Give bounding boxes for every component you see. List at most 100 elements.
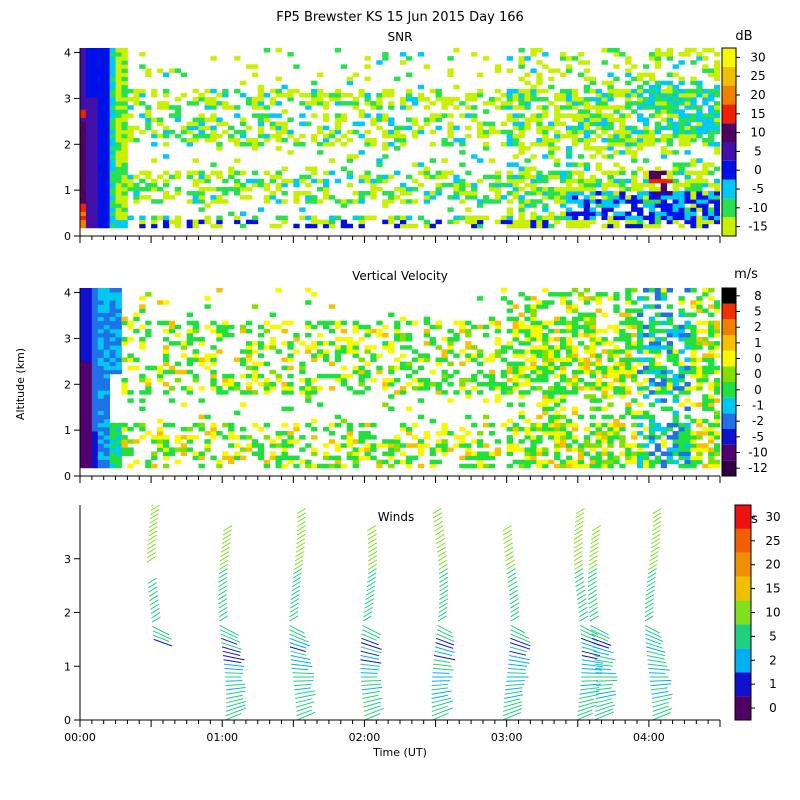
vv-cell: [583, 332, 591, 338]
vv-cell: [684, 422, 691, 428]
snr-cell: [500, 142, 508, 147]
wind-barb: [579, 694, 599, 699]
snr-cell: [139, 64, 146, 69]
wind-barb: [291, 585, 301, 592]
vv-cell: [554, 426, 561, 432]
snr-cell: [216, 215, 223, 221]
vv-cell: [631, 308, 638, 313]
wind-barb: [290, 659, 312, 664]
snr-cell: [477, 92, 484, 98]
wind-barb: [222, 655, 245, 661]
snr-cell: [109, 162, 116, 167]
vv-cell: [388, 349, 395, 354]
wind-barb: [588, 593, 598, 601]
snr-cell: [654, 52, 662, 57]
vv-cell: [85, 386, 93, 391]
snr-cell: [121, 203, 128, 208]
vv-cell: [305, 324, 312, 330]
vv-cell: [714, 414, 720, 420]
snr-cell: [376, 113, 383, 118]
snr-cell: [97, 97, 105, 102]
vv-cell: [637, 386, 644, 391]
snr-cell: [115, 142, 122, 147]
vv-cell: [417, 353, 425, 358]
vv-cell: [91, 365, 99, 371]
vv-cell: [518, 394, 525, 399]
snr-cell: [619, 199, 626, 204]
vv-cell: [571, 406, 579, 412]
snr-cell: [471, 117, 478, 122]
vv-cell: [97, 398, 105, 403]
snr-cell: [394, 129, 401, 135]
snr-cell: [192, 182, 199, 188]
vv-cell: [263, 422, 271, 428]
vv-cell: [429, 337, 436, 342]
snr-cell: [127, 129, 134, 135]
wind-barb: [645, 642, 664, 649]
vv-cell: [471, 455, 478, 461]
snr-cell: [133, 92, 140, 98]
wind-barb: [573, 559, 583, 566]
snr-cell: [702, 92, 709, 98]
snr-cell: [714, 219, 720, 225]
snr-cell: [447, 170, 454, 176]
vv-cell: [435, 459, 442, 465]
snr-cell: [145, 72, 152, 78]
snr-cell: [512, 121, 519, 127]
vv-cell: [666, 332, 673, 338]
vv-cell: [364, 451, 371, 456]
snr-cell: [577, 191, 585, 196]
snr-cell: [121, 88, 128, 94]
wind-barb: [434, 525, 444, 532]
snr-cell: [275, 76, 282, 82]
snr-cell: [103, 117, 111, 122]
vv-cell: [518, 312, 525, 318]
wind-barb: [595, 672, 616, 674]
wind-barb: [437, 615, 447, 622]
wind-barb: [573, 546, 583, 553]
snr-cell: [376, 92, 383, 98]
snr-cell: [115, 146, 122, 151]
snr-cell: [477, 121, 484, 127]
vv-cell: [565, 422, 573, 428]
snr-cell: [97, 207, 105, 212]
vv-cell: [222, 382, 229, 387]
vv-cell: [702, 288, 709, 293]
snr-cell: [714, 88, 720, 94]
wind-barb: [290, 655, 311, 660]
wind-barb: [588, 568, 598, 575]
snr-cell: [453, 219, 460, 225]
vv-cell: [459, 382, 466, 387]
vv-cell: [80, 410, 87, 416]
snr-cell: [684, 191, 691, 196]
snr-cell: [690, 97, 697, 102]
vv-cell: [228, 443, 235, 448]
vv-cell: [459, 320, 466, 326]
wind-barb: [437, 624, 453, 634]
snr-cell: [109, 137, 116, 143]
vv-cell: [305, 422, 312, 428]
snr-cell: [696, 121, 703, 127]
vv-cell: [447, 382, 454, 387]
vv-cell: [115, 439, 122, 444]
vv-cell: [447, 373, 454, 379]
vv-cell: [85, 304, 93, 309]
wind-barb: [149, 594, 159, 602]
snr-cell: [506, 117, 513, 122]
snr-cell: [583, 199, 591, 204]
snr-cell: [109, 186, 116, 192]
vv-cell: [346, 439, 353, 444]
snr-cell: [109, 223, 116, 229]
snr-cell: [80, 182, 87, 188]
snr-cell: [642, 203, 650, 208]
vv-cell: [571, 386, 579, 391]
snr-cell: [245, 142, 253, 147]
snr-cell: [530, 215, 537, 221]
snr-cell: [400, 142, 407, 147]
vv-cell: [400, 451, 407, 456]
vv-cell: [447, 349, 454, 354]
wind-barb: [504, 694, 524, 699]
snr-cell: [216, 92, 223, 98]
wind-barb: [289, 611, 299, 618]
